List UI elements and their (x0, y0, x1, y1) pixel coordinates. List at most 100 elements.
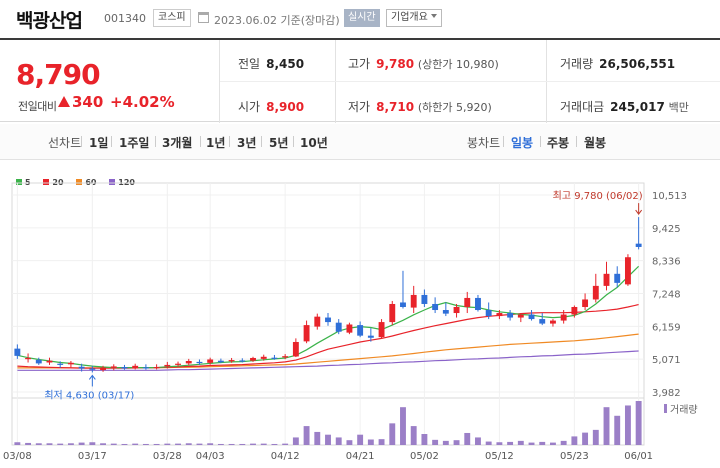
candle-body (207, 359, 214, 363)
divider (229, 136, 230, 147)
volume-bar (303, 426, 310, 445)
candle-monthly[interactable]: 월봉 (584, 136, 607, 150)
company-info-dropdown[interactable]: 기업개요 (386, 9, 442, 27)
divider (540, 136, 541, 147)
divider (503, 136, 504, 147)
volume-bar (207, 443, 214, 445)
candle-body (25, 357, 32, 360)
volume-bar (400, 407, 406, 445)
volume-bar (46, 443, 53, 445)
base-date: 2023.06.02 기준(장마감) (214, 14, 340, 27)
volume-bar (314, 431, 321, 445)
prev-compare-label: 전일대비 (18, 100, 57, 113)
candle-body (142, 367, 149, 369)
max-price-annotation: 최고 9,780 (06/02) (553, 190, 643, 202)
volume-bar (517, 440, 524, 445)
realtime-button[interactable]: 실시간 (344, 9, 380, 27)
candle-body (335, 322, 342, 332)
candle-body (35, 359, 42, 364)
volume-bar (110, 443, 117, 445)
candle-daily[interactable]: 일봉 (511, 136, 534, 150)
low-value: 8,710 (376, 100, 415, 114)
candlestick-chart[interactable]: 10,513 9,425 8,336 7,248 6,159 5,071 3,982 03/0… (0, 168, 720, 468)
y-tick-label: 6,159 (652, 322, 681, 333)
volume-bar (132, 443, 139, 445)
period-10y[interactable]: 10년 (300, 136, 328, 150)
company-info-label: 기업개요 (391, 12, 428, 23)
current-price: 8,790 (16, 58, 101, 91)
price-change: 340 (72, 93, 104, 111)
candle-body (260, 356, 267, 359)
x-tick-label: 05/12 (485, 451, 514, 462)
volume-bar (571, 436, 578, 445)
period-1w[interactable]: 1주일 (119, 136, 150, 150)
candle-body (367, 335, 374, 338)
up-arrow-icon (58, 96, 70, 107)
candle-body (496, 313, 503, 317)
volume-bar (239, 443, 246, 445)
volume-bar (410, 426, 417, 445)
candle-body (432, 303, 439, 311)
volume-bar (614, 415, 621, 445)
candle-body (346, 324, 353, 333)
y-tick-label: 10,513 (652, 191, 687, 202)
period-toolbar: 선차트 1일 1주일 3개월 1년 3년 5년 10년 봉차트 일봉 주봉 월봉 (0, 124, 720, 160)
volume-bar (260, 443, 267, 445)
candle-body (517, 314, 524, 318)
candle-body (400, 302, 406, 307)
low-label: 저가 (348, 100, 371, 114)
x-tick-label: 04/21 (346, 451, 375, 462)
open-value: 8,900 (266, 100, 305, 114)
volume-bar (624, 405, 631, 445)
candle-body (464, 297, 471, 307)
candle-body (389, 303, 396, 323)
volume-bar (421, 434, 428, 445)
volume-bar (325, 434, 331, 445)
volume-label: 거래량 (560, 57, 594, 71)
period-5y[interactable]: 5년 (269, 136, 289, 150)
line-chart-label: 선차트 (48, 136, 82, 150)
candle-weekly[interactable]: 주봉 (547, 136, 570, 150)
divider (220, 81, 720, 82)
candle-body (196, 361, 203, 364)
divider (155, 136, 156, 147)
candle-body (303, 325, 310, 342)
amount-label: 거래대금 (560, 100, 605, 114)
candle-body (271, 357, 278, 359)
volume-bar (121, 443, 128, 445)
candle-body (357, 325, 364, 336)
candle-body (635, 243, 642, 247)
volume-bar (292, 437, 299, 445)
volume-bar (78, 442, 85, 445)
period-1y[interactable]: 1년 (206, 136, 226, 150)
period-1d[interactable]: 1일 (89, 136, 109, 150)
x-tick-label: 06/01 (624, 451, 653, 462)
y-tick-label: 9,425 (652, 224, 681, 235)
volume-bar (346, 440, 353, 445)
volume-bar (250, 443, 256, 445)
volume-bar (228, 443, 235, 445)
period-3m[interactable]: 3개월 (162, 136, 193, 150)
volume-bar (142, 443, 149, 445)
market-badge: 코스피 (153, 9, 191, 27)
candle-body (378, 322, 385, 338)
open-label: 시가 (238, 100, 261, 114)
volume-cell: 거래량 26,506,551 (560, 55, 675, 72)
volume-bar (603, 407, 610, 445)
volume-bar (496, 442, 503, 445)
period-3y[interactable]: 3년 (237, 136, 257, 150)
candle-body (132, 365, 139, 369)
candle-body (421, 294, 428, 304)
divider (576, 136, 577, 147)
candle-body (550, 320, 556, 324)
volume-bar (475, 437, 481, 445)
volume-bar (432, 439, 439, 445)
volume-bar (335, 437, 342, 445)
divider (261, 136, 262, 147)
max-arrow-head (635, 209, 643, 215)
candle-body (614, 273, 621, 283)
ma5-line (17, 265, 640, 369)
y-tick-label: 7,248 (652, 290, 681, 301)
open-cell: 시가 8,900 (238, 98, 304, 115)
candle-body (100, 367, 106, 371)
